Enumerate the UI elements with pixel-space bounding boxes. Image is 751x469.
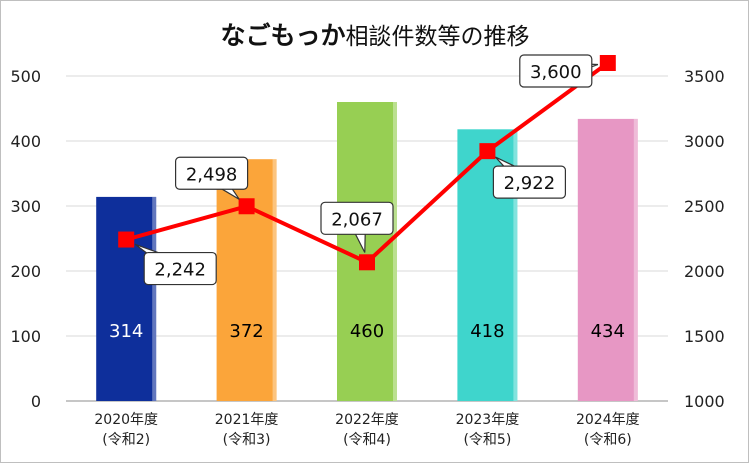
chart-title-bold: なごもっか [220, 21, 345, 50]
bar [96, 196, 157, 401]
category-label: 2022年度 [335, 412, 399, 428]
bar-value-label: 418 [470, 321, 504, 342]
chart-title: なごもっか相談件数等の推移 [220, 21, 529, 50]
bar-value-label: 372 [229, 321, 263, 342]
data-callout: 2,922 [492, 156, 566, 199]
category-sublabel: (令和3) [223, 432, 271, 448]
bar-value-label: 460 [350, 321, 384, 342]
bar-value-label: 314 [109, 321, 143, 342]
bar-highlight [633, 118, 638, 402]
bar-highlight [272, 159, 277, 401]
callout-box [143, 251, 217, 286]
line-marker [479, 143, 496, 160]
right-tick-label: 1500 [684, 327, 725, 346]
callout-box [519, 54, 593, 88]
callout-box [492, 165, 566, 199]
right-tick-label: 2500 [684, 197, 725, 216]
category-axis-ticks: 2020年度 (令和2) 2021年度 (令和3) 2022年度 (令和4) 2023年度 (… [94, 412, 639, 448]
right-tick-label: 3500 [684, 67, 725, 86]
bar-highlight [513, 129, 518, 402]
category-sublabel: (令和2) [102, 432, 150, 448]
bar [216, 159, 277, 401]
line-value-label: 2,922 [504, 173, 556, 194]
category-sublabel: (令和6) [584, 432, 632, 448]
bar-series: 314 372 460 418 434 [96, 102, 638, 402]
bar-highlight [152, 196, 157, 401]
category-sublabel: (令和4) [343, 432, 391, 448]
data-callout: 3,600 [519, 54, 599, 88]
bar-value-label: 434 [591, 321, 625, 342]
line-value-label: 2,067 [331, 209, 383, 230]
line-marker [238, 198, 255, 215]
line-value-label: 2,498 [186, 164, 238, 185]
callout-box [175, 156, 249, 190]
category-label: 2021年度 [215, 412, 279, 428]
left-tick-label: 100 [10, 327, 41, 346]
left-tick-label: 400 [10, 132, 41, 151]
right-axis-ticks: 1000 1500 2000 2500 3000 3500 [684, 67, 725, 411]
bar-highlight [393, 102, 397, 401]
right-tick-label: 3000 [684, 132, 725, 151]
right-tick-label: 2000 [684, 262, 725, 281]
line-value-label: 3,600 [530, 62, 582, 83]
chart-title-rest: 相談件数等の推移 [346, 24, 530, 50]
callout-box [320, 201, 394, 235]
line-series [118, 55, 616, 271]
data-callout: 2,498 [175, 156, 249, 200]
data-callout: 2,067 [320, 201, 394, 253]
right-tick-label: 1000 [684, 392, 725, 411]
left-tick-label: 0 [31, 392, 41, 411]
line-value-label: 2,242 [154, 260, 206, 281]
data-callout: 2,242 [134, 243, 217, 286]
left-tick-label: 500 [10, 67, 41, 86]
bar [577, 118, 638, 402]
line-marker [118, 231, 135, 248]
line-data-labels: 2,242 2,498 2,067 2,922 3,600 [134, 54, 599, 286]
left-axis-ticks: 0 100 200 300 400 500 [10, 67, 41, 411]
category-label: 2023年度 [456, 412, 520, 428]
category-label: 2024年度 [576, 412, 640, 428]
category-label: 2020年度 [94, 412, 158, 428]
left-tick-label: 300 [10, 197, 41, 216]
line-marker [359, 254, 375, 271]
category-sublabel: (令和5) [463, 432, 511, 448]
left-tick-label: 200 [10, 262, 41, 281]
line-marker [599, 55, 616, 71]
